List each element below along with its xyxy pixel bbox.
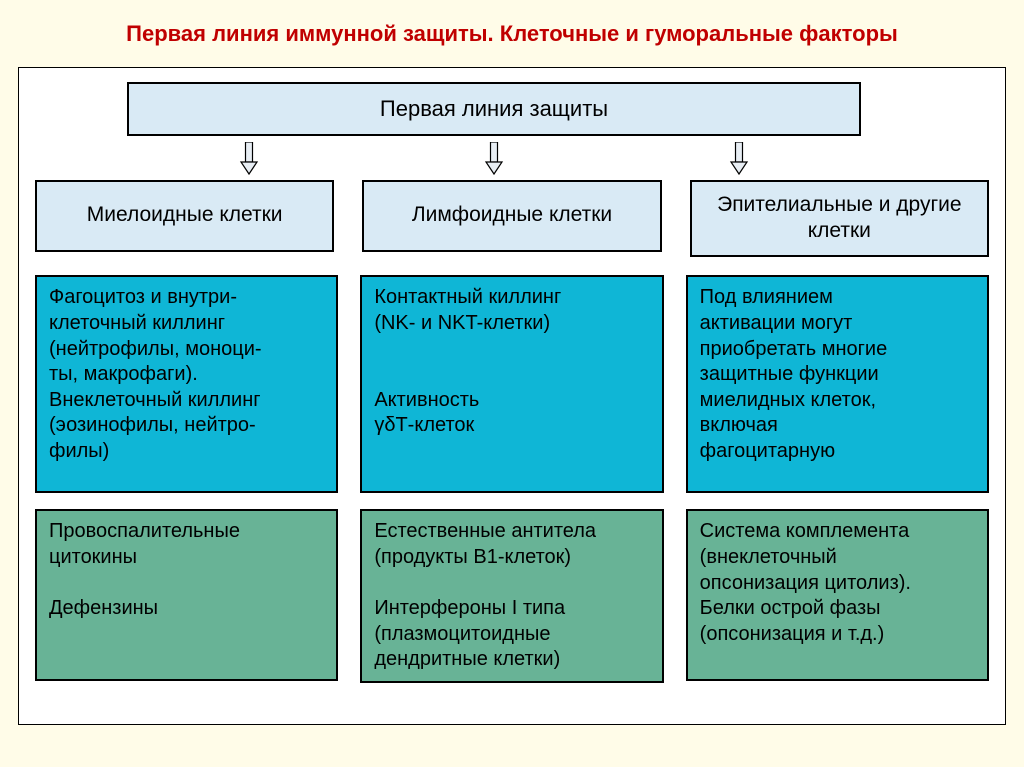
green-box: Естественные антитела (продукты В1-клето… <box>360 509 663 683</box>
blue-row: Фагоцитоз и внутри- клеточный киллинг (н… <box>35 275 989 493</box>
header-box: Первая линия защиты <box>127 82 861 136</box>
blue-box: Фагоцитоз и внутри- клеточный киллинг (н… <box>35 275 338 493</box>
arrow-down-icon <box>484 142 504 176</box>
category-box: Эпителиальные и другие клетки <box>690 180 989 258</box>
green-box: Система комплемента (внеклеточный опсони… <box>686 509 989 681</box>
arrow-down-icon <box>729 142 749 176</box>
arrow-row <box>127 142 861 176</box>
page-title: Первая линия иммунной защиты. Клеточные … <box>18 20 1006 49</box>
category-box: Лимфоидные клетки <box>362 180 661 252</box>
blue-box: Контактный киллинг (NK- и NKT-клетки) Ак… <box>360 275 663 493</box>
green-box: Провоспалительные цитокины Дефензины <box>35 509 338 681</box>
green-row: Провоспалительные цитокины Дефензины Ест… <box>35 509 989 683</box>
diagram-frame: Первая линия защиты Миелоидные клетки Ли… <box>18 67 1006 725</box>
category-row: Миелоидные клетки Лимфоидные клетки Эпит… <box>35 180 989 258</box>
blue-box: Под влиянием активации могут приобретать… <box>686 275 989 493</box>
arrow-down-icon <box>239 142 259 176</box>
category-box: Миелоидные клетки <box>35 180 334 252</box>
